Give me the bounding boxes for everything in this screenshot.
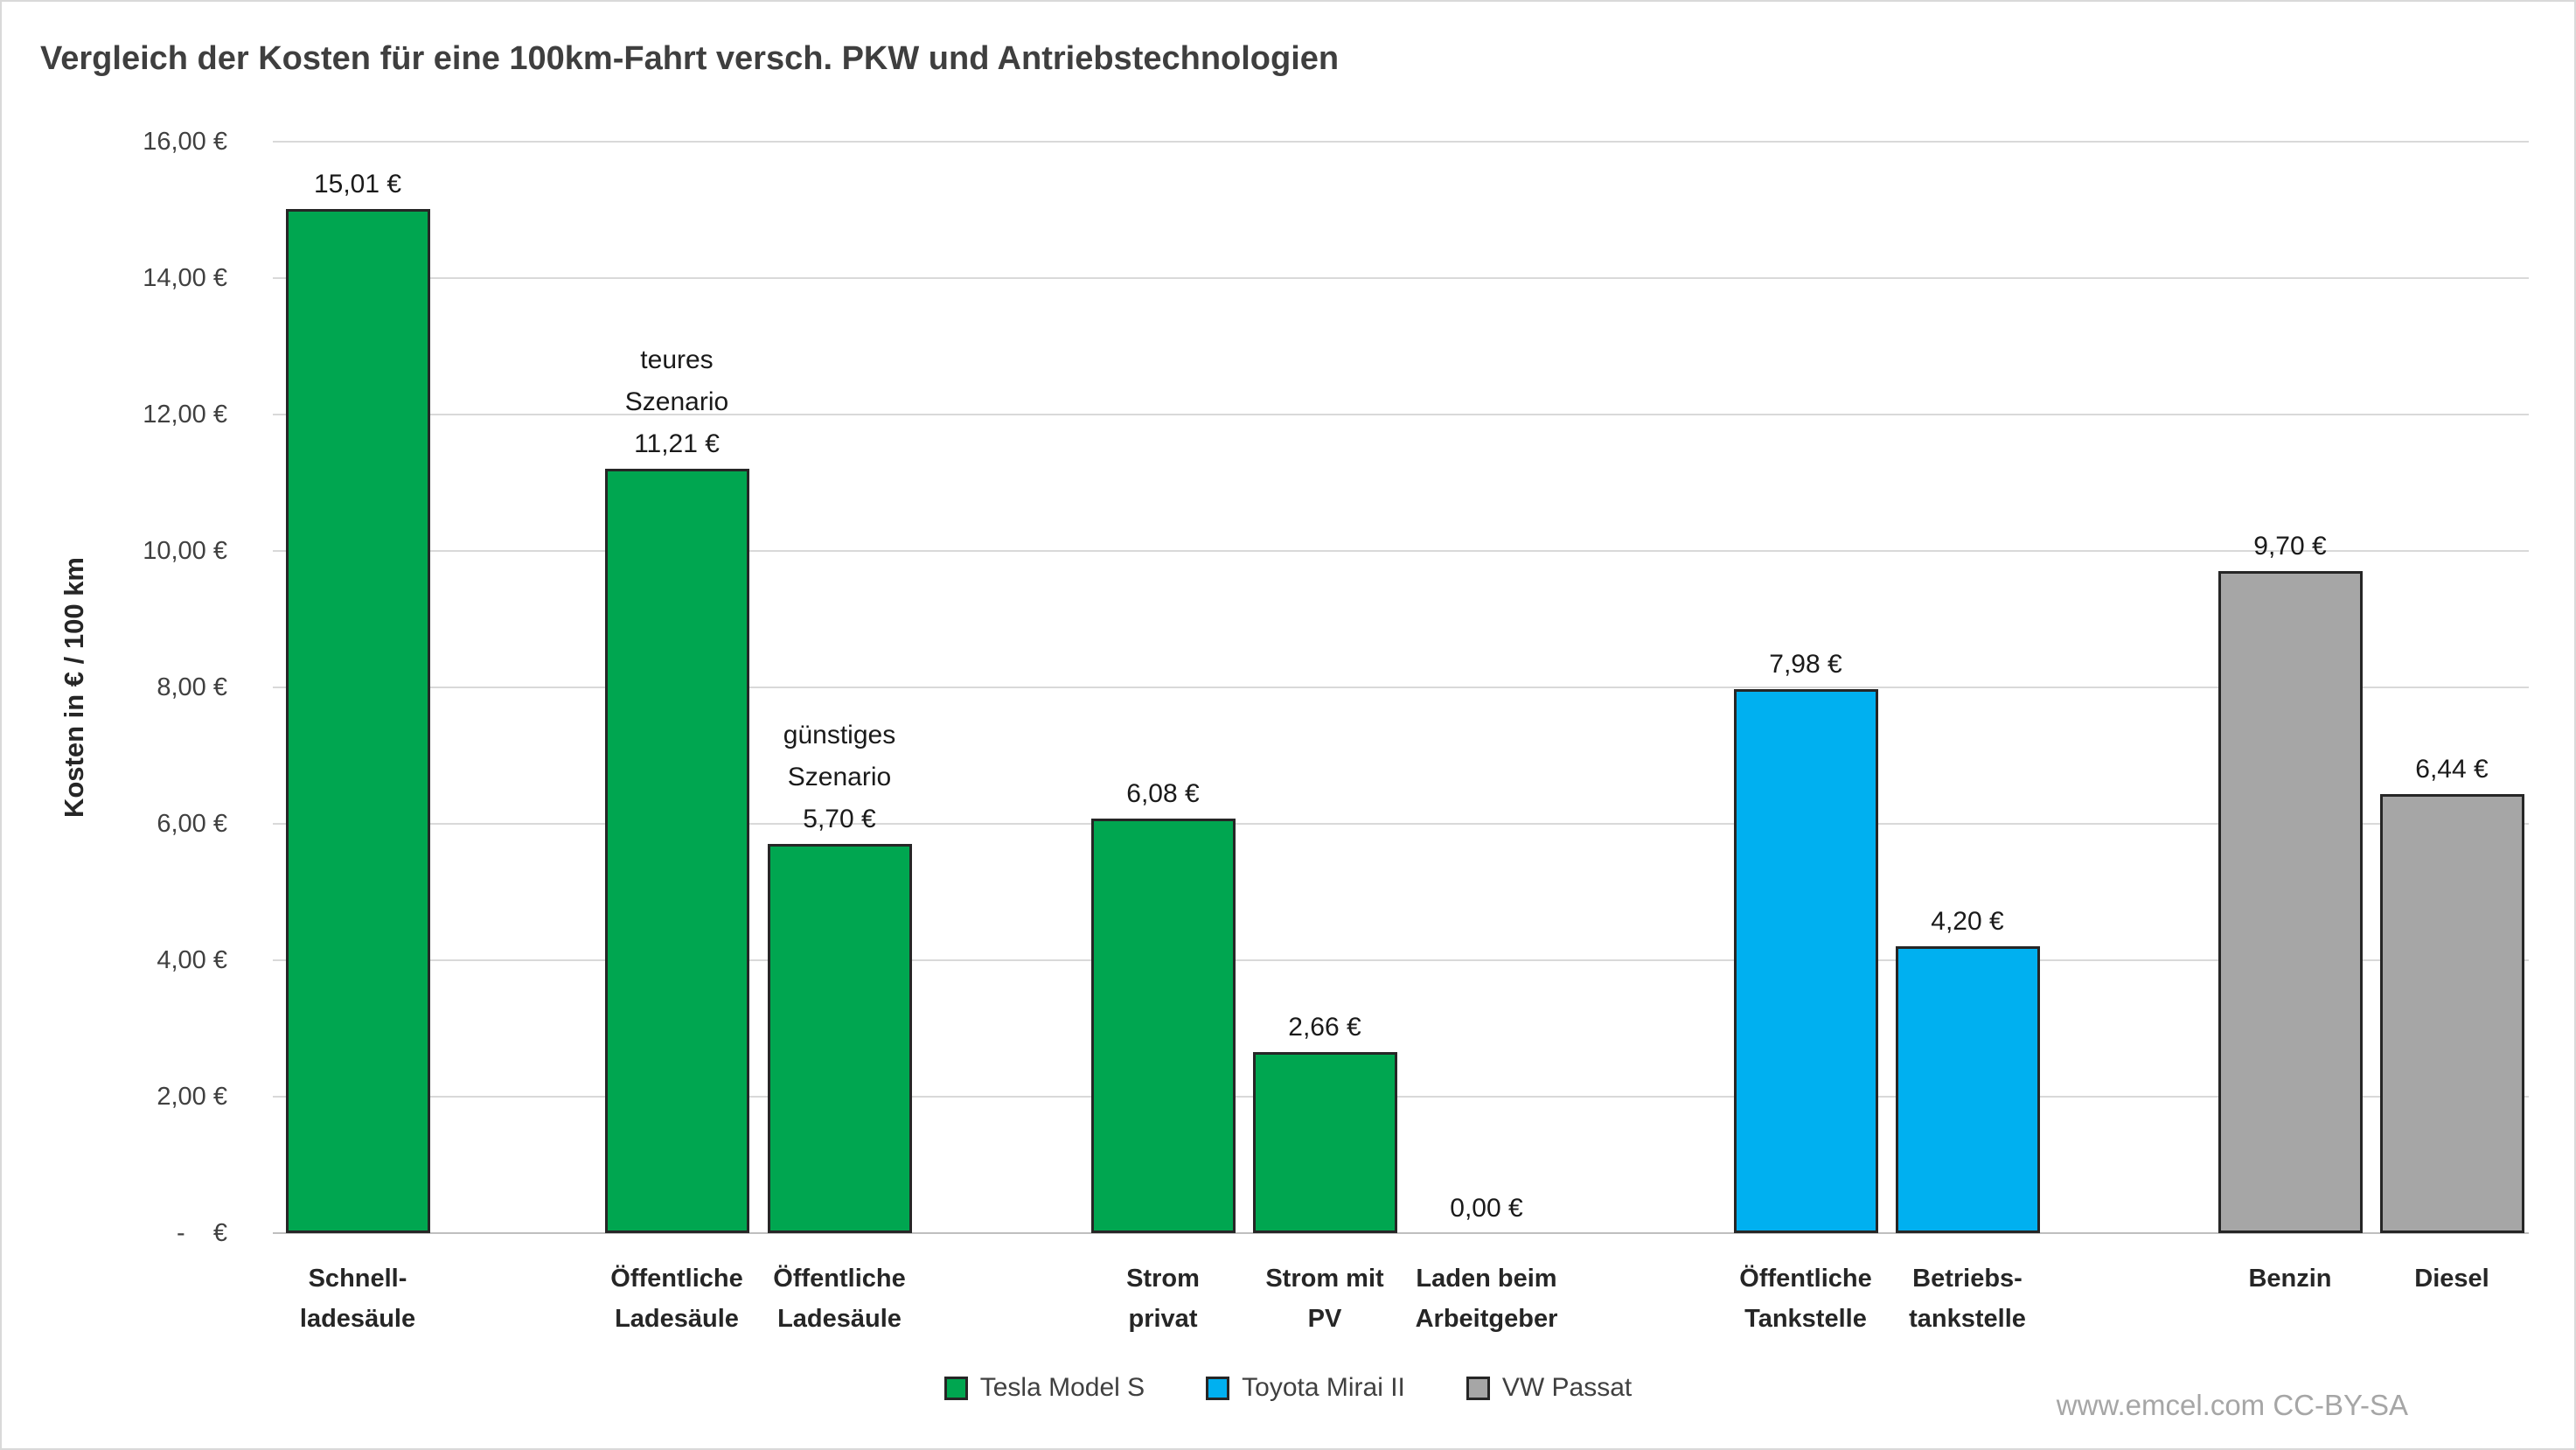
- y-tick-label: 10,00 €: [143, 537, 227, 565]
- legend-item: VW Passat: [1466, 1373, 1632, 1403]
- y-tick-label: 2,00 €: [157, 1083, 227, 1111]
- y-tick-label: 12,00 €: [143, 401, 227, 429]
- legend-label: Tesla Model S: [979, 1373, 1145, 1402]
- legend-swatch: [1206, 1376, 1230, 1400]
- legend-swatch: [943, 1376, 968, 1400]
- x-category-label: Schnell-ladesäule: [299, 1265, 416, 1333]
- bar: [2379, 793, 2524, 1233]
- bar: [767, 844, 912, 1233]
- y-tick-label: 6,00 €: [157, 810, 227, 838]
- bar-value-label: günstiges Szenario 5,70 €: [783, 721, 896, 834]
- gridline: [273, 550, 2529, 552]
- bar: [1733, 688, 1878, 1233]
- x-category-label: Diesel: [2414, 1265, 2489, 1293]
- gridline: [273, 959, 2529, 961]
- gridline: [273, 687, 2529, 688]
- x-category-label: Betriebs-tankstelle: [1909, 1265, 2026, 1333]
- legend-label: VW Passat: [1501, 1373, 1633, 1402]
- legend-item: Tesla Model S: [943, 1373, 1145, 1403]
- x-category-label: Öffentliche Tankstelle: [1739, 1265, 1872, 1333]
- legend-label: Toyota Mirai II: [1242, 1373, 1405, 1402]
- y-tick-label: 8,00 €: [157, 673, 227, 701]
- gridline: [273, 823, 2529, 825]
- bar-value-label: 7,98 €: [1769, 649, 1842, 679]
- gridline: [273, 277, 2529, 279]
- x-category-label: Strom privat: [1126, 1265, 1200, 1333]
- legend-swatch: [1466, 1376, 1490, 1400]
- y-tick-label: 14,00 €: [143, 264, 227, 292]
- bar-value-label: 0,00 €: [1450, 1194, 1523, 1223]
- bar: [1252, 1051, 1397, 1233]
- bar-value-label: teures Szenario 11,21 €: [624, 345, 729, 458]
- x-category-label: Öffentliche Ladesäule: [773, 1265, 906, 1333]
- legend-item: Toyota Mirai II: [1206, 1373, 1405, 1403]
- x-axis-line: [273, 1232, 2529, 1234]
- x-category-label: Benzin: [2248, 1265, 2332, 1293]
- bar-value-label: 2,66 €: [1288, 1012, 1361, 1042]
- bar: [604, 468, 749, 1233]
- legend: Tesla Model S Toyota Mirai II VW Passat: [2, 1373, 2574, 1403]
- bar: [2217, 571, 2363, 1233]
- bar: [1090, 818, 1236, 1233]
- bar-value-label: 4,20 €: [1931, 907, 2004, 937]
- gridline: [273, 414, 2529, 415]
- chart-title: Vergleich der Kosten für eine 100km-Fahr…: [40, 40, 1340, 77]
- bar: [1895, 946, 2040, 1233]
- y-tick-label: 4,00 €: [157, 946, 227, 974]
- watermark: www.emcel.com CC-BY-SA: [2056, 1389, 2408, 1421]
- y-tick-label: 16,00 €: [143, 128, 227, 156]
- y-tick-label: - €: [176, 1219, 227, 1247]
- bar-value-label: 6,08 €: [1126, 778, 1200, 808]
- x-category-label: Strom mit PV: [1265, 1265, 1384, 1333]
- gridline: [273, 141, 2529, 143]
- bar-value-label: 9,70 €: [2253, 532, 2327, 561]
- gridline: [273, 1096, 2529, 1098]
- bar-value-label: 15,01 €: [313, 170, 402, 199]
- x-category-label: Öffentliche Ladesäule: [610, 1265, 743, 1333]
- x-category-label: Laden beim Arbeitgeber: [1415, 1265, 1558, 1333]
- bar: [285, 209, 430, 1233]
- bar-value-label: 6,44 €: [2415, 754, 2489, 784]
